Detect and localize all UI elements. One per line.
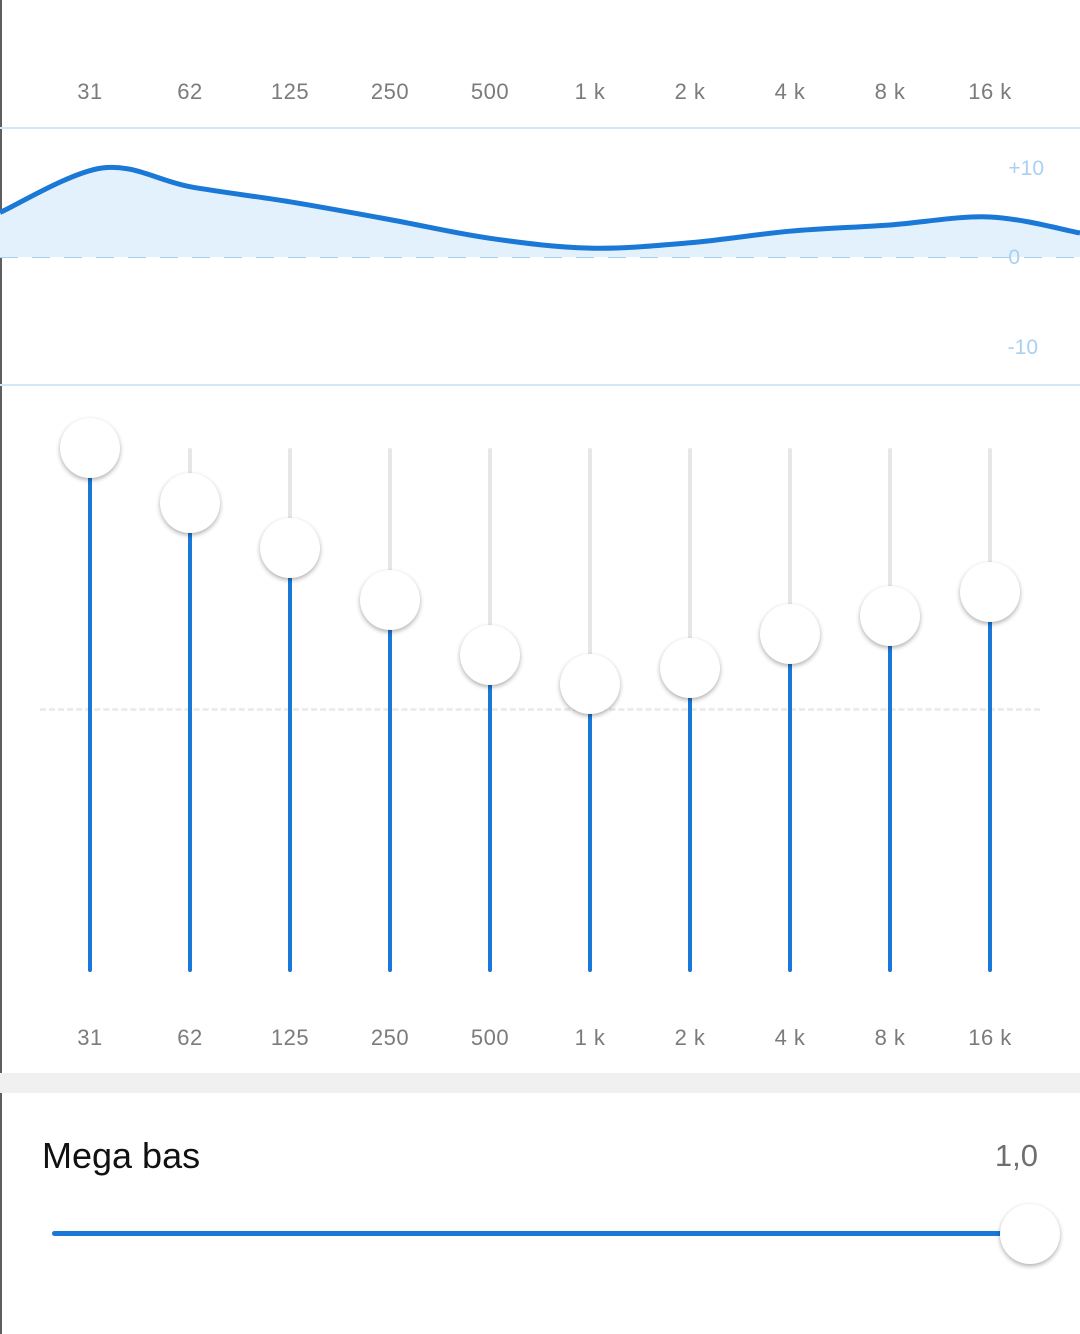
band-slider-62[interactable]	[140, 420, 240, 990]
freq-label: 125	[270, 79, 310, 104]
slider-thumb[interactable]	[160, 473, 220, 534]
slider-thumb[interactable]	[260, 517, 320, 578]
slider-track-fill	[888, 615, 892, 972]
eq-curve-graph: +10 0 -10	[0, 127, 1080, 387]
freq-label: 2 k	[674, 79, 706, 104]
freq-label: 62	[177, 1025, 203, 1050]
band-slider-8k[interactable]	[840, 420, 940, 990]
slider-zero-line	[40, 708, 1040, 711]
band-slider-500[interactable]	[440, 420, 540, 990]
freq-label: 4 k	[774, 79, 806, 104]
freq-label: 16 k	[968, 79, 1012, 104]
freq-label: 250	[370, 1025, 410, 1050]
band-slider-4k[interactable]	[740, 420, 840, 990]
slider-thumb[interactable]	[660, 638, 720, 699]
freq-label: 1 k	[574, 1025, 606, 1050]
freq-label: 62	[177, 79, 203, 104]
band-slider-125[interactable]	[240, 420, 340, 990]
eq-curve-fill	[0, 167, 1080, 257]
section-divider	[0, 1073, 1080, 1093]
slider-track-fill	[388, 599, 392, 972]
slider-track-fill	[988, 592, 992, 972]
mega-bass-label: Mega bas	[42, 1135, 201, 1176]
freq-label: 2 k	[674, 1025, 706, 1050]
band-slider-31[interactable]	[40, 418, 140, 990]
frequency-labels-top: 31 62 125 250 500 1 k 2 k 4 k 8 k 16 k	[0, 72, 1080, 112]
slider-thumb[interactable]	[360, 569, 420, 630]
slider-thumb[interactable]	[860, 585, 920, 646]
scale-label-zero: 0	[1008, 246, 1020, 269]
slider-track-fill	[288, 547, 292, 972]
freq-label: 500	[470, 1025, 510, 1050]
window-edge	[0, 0, 2, 1334]
mega-bass-thumb[interactable]	[1000, 1204, 1060, 1264]
slider-thumb[interactable]	[560, 653, 620, 714]
freq-label: 31	[77, 1025, 103, 1050]
slider-thumb[interactable]	[60, 418, 120, 478]
band-slider-1k[interactable]	[540, 420, 640, 990]
slider-track-fill	[688, 668, 692, 972]
freq-label: 1 k	[574, 79, 606, 104]
eq-curve-line	[0, 164, 1080, 251]
band-sliders	[0, 418, 1080, 990]
freq-label: 8 k	[874, 79, 906, 104]
slider-track-fill	[788, 634, 792, 972]
band-slider-2k[interactable]	[640, 420, 740, 990]
slider-track-fill	[88, 448, 92, 972]
frequency-labels-bottom: 31 62 125 250 500 1 k 2 k 4 k 8 k 16 k	[0, 1018, 1080, 1058]
freq-label: 31	[77, 79, 103, 104]
slider-thumb[interactable]	[460, 624, 520, 685]
band-slider-16k[interactable]	[940, 420, 1040, 990]
scale-label-top: +10	[1008, 157, 1044, 180]
slider-track-fill	[188, 503, 192, 972]
slider-thumb[interactable]	[760, 604, 820, 665]
scale-label-bottom: -10	[1007, 336, 1038, 359]
mega-bass-value: 1,0	[994, 1138, 1038, 1173]
slider-track-fill	[588, 683, 592, 972]
freq-label: 4 k	[774, 1025, 806, 1050]
band-slider-250[interactable]	[340, 420, 440, 990]
eq-curve-svg	[0, 127, 1080, 386]
slider-track-fill	[488, 654, 492, 972]
freq-label: 250	[370, 79, 410, 104]
mega-bass-track-fill	[52, 1231, 1030, 1236]
freq-label: 8 k	[874, 1025, 906, 1050]
freq-label: 125	[270, 1025, 310, 1050]
slider-thumb[interactable]	[960, 562, 1020, 623]
freq-label: 16 k	[968, 1025, 1012, 1050]
freq-label: 500	[470, 79, 510, 104]
